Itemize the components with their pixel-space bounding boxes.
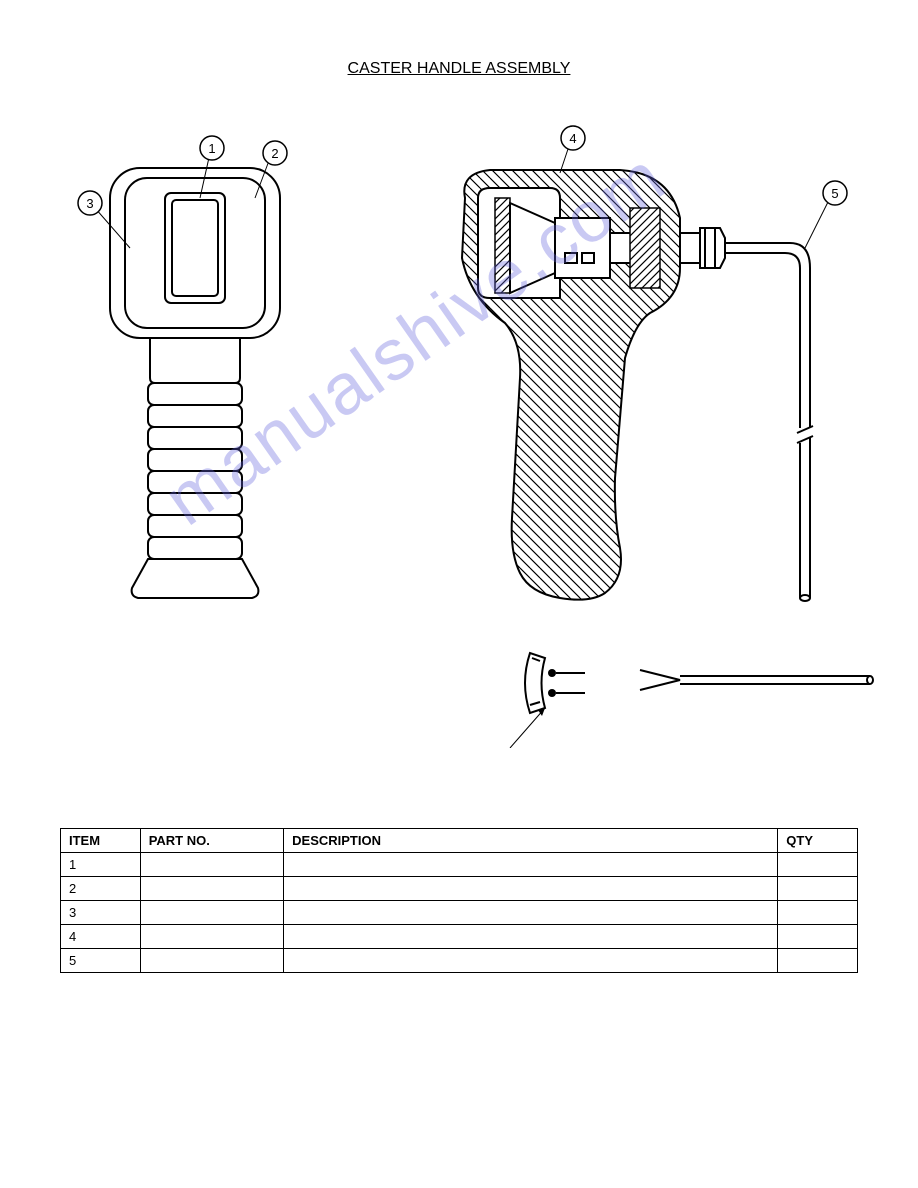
cell — [284, 853, 778, 877]
col-header-item: ITEM — [61, 829, 141, 853]
cell — [778, 853, 858, 877]
parts-table: ITEM PART NO. DESCRIPTION QTY 1 2 3 — [60, 828, 858, 973]
terminal-detail: 6 — [500, 653, 873, 748]
cell — [284, 901, 778, 925]
handle-side-cutaway — [462, 170, 813, 601]
technical-diagram: 3 1 2 — [0, 98, 918, 748]
callout-1: 1 — [208, 141, 215, 156]
cell: 5 — [61, 949, 141, 973]
cell — [778, 901, 858, 925]
table-row: 5 — [61, 949, 858, 973]
cell — [140, 949, 283, 973]
page-title: CASTER HANDLE ASSEMBLY — [0, 0, 918, 98]
cell — [284, 925, 778, 949]
cell — [284, 949, 778, 973]
callout-4: 4 — [569, 131, 576, 146]
callout-2: 2 — [271, 146, 278, 161]
callout-5: 5 — [831, 186, 838, 201]
col-header-qty: QTY — [778, 829, 858, 853]
col-header-desc: DESCRIPTION — [284, 829, 778, 853]
callout-3: 3 — [86, 196, 93, 211]
table-row: 4 — [61, 925, 858, 949]
cell — [140, 901, 283, 925]
cell — [778, 925, 858, 949]
cell: 2 — [61, 877, 141, 901]
table-row: 3 — [61, 901, 858, 925]
cell: 4 — [61, 925, 141, 949]
cell — [778, 877, 858, 901]
cell — [778, 949, 858, 973]
cell — [140, 853, 283, 877]
cell — [140, 877, 283, 901]
cell: 1 — [61, 853, 141, 877]
parts-table-container: ITEM PART NO. DESCRIPTION QTY 1 2 3 — [60, 828, 858, 973]
cell — [140, 925, 283, 949]
diagram-area: 3 1 2 — [0, 98, 918, 748]
cell — [284, 877, 778, 901]
cell: 3 — [61, 901, 141, 925]
col-header-part: PART NO. — [140, 829, 283, 853]
table-row: 2 — [61, 877, 858, 901]
handle-front-view — [110, 168, 280, 598]
table-row: 1 — [61, 853, 858, 877]
